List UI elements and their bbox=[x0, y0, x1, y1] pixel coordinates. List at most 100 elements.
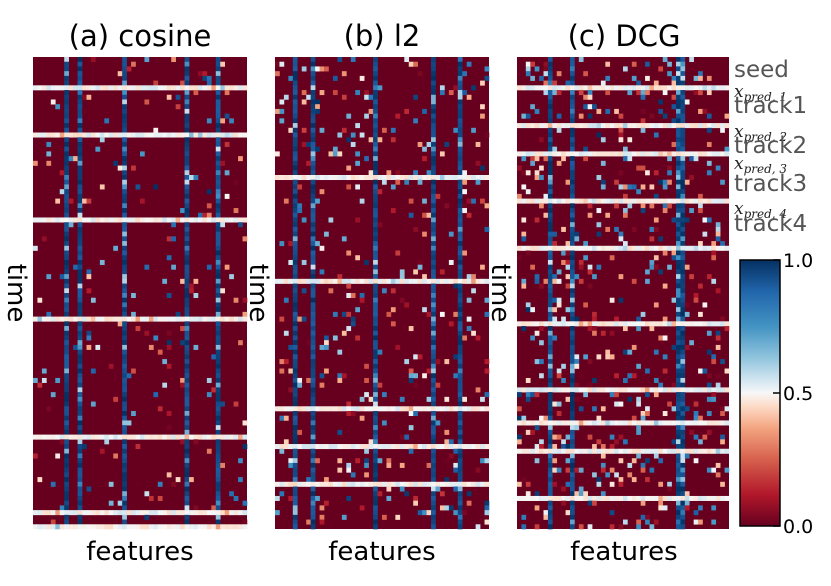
heatmap-cell bbox=[417, 406, 423, 412]
heatmap-cell bbox=[431, 108, 436, 114]
heatmap-cell bbox=[37, 510, 43, 516]
heatmap-cell bbox=[310, 108, 316, 114]
heatmap-cell bbox=[530, 448, 535, 454]
heatmap-cell bbox=[215, 335, 221, 341]
heatmap-cell bbox=[238, 434, 243, 440]
heatmap-cell bbox=[453, 486, 459, 492]
heatmap-cell bbox=[636, 396, 641, 402]
heatmap-cell bbox=[215, 108, 221, 114]
heatmap-cell bbox=[310, 212, 316, 218]
heatmap-cell bbox=[693, 156, 699, 162]
heatmap-cell bbox=[517, 434, 522, 440]
heatmap-cell bbox=[676, 420, 681, 426]
heatmap-cell bbox=[292, 477, 298, 483]
heatmap-cell bbox=[653, 453, 659, 459]
heatmap-cell bbox=[297, 382, 303, 388]
heatmap-cell bbox=[373, 236, 378, 242]
heatmap-cell bbox=[122, 108, 127, 114]
heatmap-cell bbox=[614, 472, 619, 478]
heatmap-cell bbox=[395, 170, 401, 176]
heatmap-cell bbox=[364, 392, 369, 398]
heatmap-cell bbox=[408, 406, 414, 412]
heatmap-cell bbox=[373, 57, 378, 63]
heatmap-cell bbox=[404, 175, 410, 181]
heatmap-cell bbox=[215, 90, 221, 96]
heatmap-cell bbox=[113, 396, 119, 402]
heatmap-cell bbox=[377, 189, 383, 195]
heatmap-cell bbox=[662, 505, 668, 511]
heatmap-cell bbox=[220, 217, 226, 223]
heatmap-cell bbox=[77, 175, 83, 181]
heatmap-cell bbox=[711, 151, 717, 157]
heatmap-cell bbox=[605, 198, 611, 204]
heatmap-cell bbox=[680, 524, 686, 530]
heatmap-cell bbox=[211, 217, 217, 223]
heatmap-cell bbox=[319, 406, 325, 412]
heatmap-cell bbox=[521, 184, 527, 190]
heatmap-cell bbox=[521, 477, 527, 483]
heatmap-cell bbox=[534, 151, 540, 157]
heatmap-cell bbox=[653, 495, 659, 501]
heatmap-cell bbox=[215, 500, 221, 506]
heatmap-cell bbox=[77, 344, 83, 350]
heatmap-cell bbox=[457, 415, 463, 421]
heatmap-cell bbox=[693, 321, 699, 327]
heatmap-cell bbox=[539, 75, 544, 81]
heatmap-cell bbox=[684, 448, 690, 454]
heatmap-cell bbox=[457, 307, 463, 313]
heatmap-cell bbox=[530, 85, 535, 91]
heatmap-cell bbox=[206, 203, 212, 209]
heatmap-cell bbox=[184, 226, 190, 232]
heatmap-cell bbox=[431, 387, 436, 393]
heatmap-cell bbox=[592, 151, 597, 157]
heatmap-cell bbox=[399, 274, 405, 280]
heatmap-cell bbox=[310, 127, 316, 133]
heatmap-cell bbox=[55, 85, 61, 91]
heatmap-cell bbox=[166, 132, 172, 138]
heatmap-cell bbox=[645, 495, 650, 501]
heatmap-cell bbox=[279, 118, 285, 124]
heatmap-cell bbox=[676, 208, 681, 214]
heatmap-cell bbox=[480, 396, 485, 402]
heatmap-cell bbox=[373, 429, 378, 435]
heatmap-cell bbox=[404, 481, 410, 487]
heatmap-cell bbox=[180, 524, 185, 530]
heatmap-cell bbox=[310, 259, 316, 265]
heatmap-cell bbox=[457, 377, 463, 383]
heatmap-cell bbox=[122, 401, 127, 407]
heatmap-cell bbox=[521, 495, 527, 501]
heatmap-cell bbox=[373, 500, 378, 506]
heatmap-cell bbox=[627, 198, 633, 204]
heatmap-cell bbox=[636, 519, 641, 525]
heatmap-cell bbox=[73, 344, 78, 350]
heatmap-cell bbox=[77, 85, 83, 91]
heatmap-cell bbox=[229, 274, 234, 280]
heatmap-cell bbox=[645, 514, 650, 520]
heatmap-cell bbox=[64, 467, 69, 473]
heatmap-cell bbox=[184, 359, 190, 365]
heatmap-cell bbox=[215, 321, 221, 327]
heatmap-cell bbox=[77, 217, 83, 223]
heatmap-cell bbox=[676, 425, 681, 431]
heatmap-cell bbox=[605, 472, 611, 478]
heatmap-cell bbox=[64, 330, 69, 336]
heatmap-cell bbox=[77, 363, 83, 369]
heatmap-cell bbox=[310, 462, 316, 468]
heatmap-cell bbox=[698, 75, 703, 81]
heatmap-cell bbox=[618, 127, 624, 133]
heatmap-cell bbox=[64, 429, 69, 435]
heatmap-cell bbox=[631, 415, 637, 421]
heatmap-cell bbox=[645, 458, 650, 464]
heatmap-cell bbox=[636, 453, 641, 459]
heatmap-cell bbox=[680, 222, 686, 228]
heatmap-cell bbox=[693, 85, 699, 91]
heatmap-cell bbox=[547, 288, 553, 294]
heatmap-cell bbox=[547, 524, 553, 530]
heatmap-cell bbox=[556, 420, 562, 426]
heatmap-cell bbox=[457, 57, 463, 63]
heatmap-cell bbox=[184, 151, 190, 157]
heatmap-cell bbox=[233, 179, 239, 185]
heatmap-cell bbox=[671, 80, 677, 86]
heatmap-cell bbox=[193, 524, 199, 530]
heatmap-cell bbox=[609, 524, 615, 530]
